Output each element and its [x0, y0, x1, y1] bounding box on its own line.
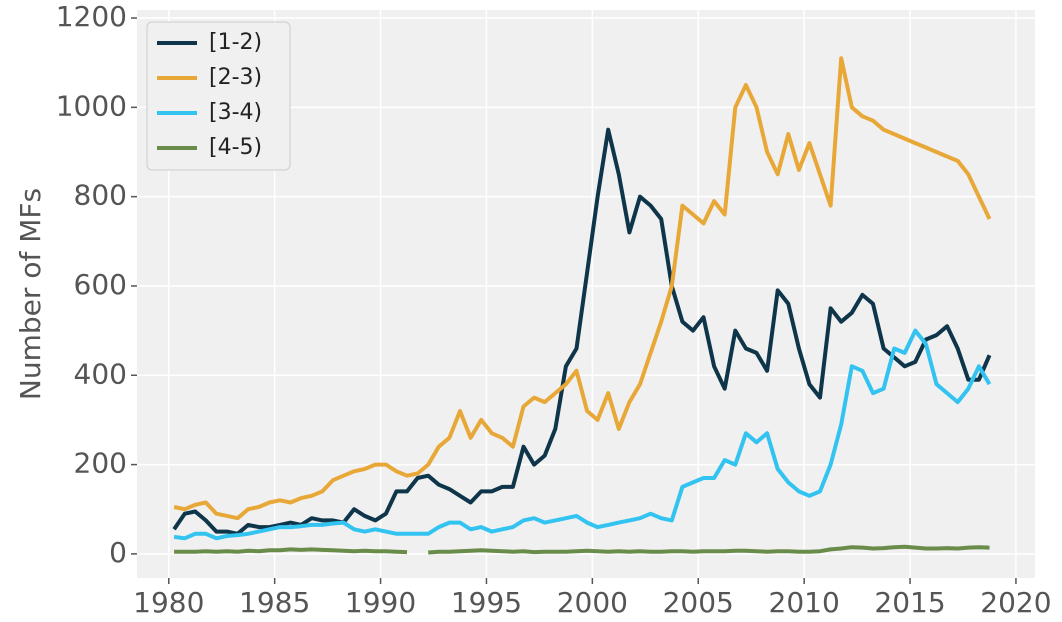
y-tick-label: 200: [74, 447, 127, 480]
series-line: [173, 328, 992, 541]
legend-label: [2-3): [209, 65, 262, 90]
y-tick-label: 1000: [56, 89, 127, 122]
series-line: [174, 544, 990, 555]
legend: [1-2) [2-3) [3-4) [4-5): [146, 21, 291, 171]
y-tick-label: 800: [74, 179, 127, 212]
x-tick-label: 1980: [133, 586, 204, 619]
x-tick-label: 2020: [980, 586, 1051, 619]
x-tick-label: 2000: [557, 586, 628, 619]
series-line: [172, 127, 992, 536]
legend-label: [3-4): [209, 100, 262, 125]
y-tick-label: 600: [74, 268, 127, 301]
y-tick-label: 0: [109, 536, 127, 569]
y-tick-label: 400: [74, 357, 127, 390]
legend-box: [146, 21, 291, 171]
legend-label: [4-5): [209, 135, 262, 160]
y-axis-label: Number of MFs: [14, 188, 47, 400]
x-tick-label: 1995: [451, 586, 522, 619]
series-line: [173, 56, 992, 521]
x-tick-label: 2010: [769, 586, 840, 619]
y-tick-label: 1200: [56, 0, 127, 33]
x-tick-label: 1990: [345, 586, 416, 619]
x-tick-label: 2005: [663, 586, 734, 619]
x-tick-label: 1985: [239, 586, 310, 619]
legend-label: [1-2): [209, 30, 262, 55]
x-tick-label: 2015: [874, 586, 945, 619]
